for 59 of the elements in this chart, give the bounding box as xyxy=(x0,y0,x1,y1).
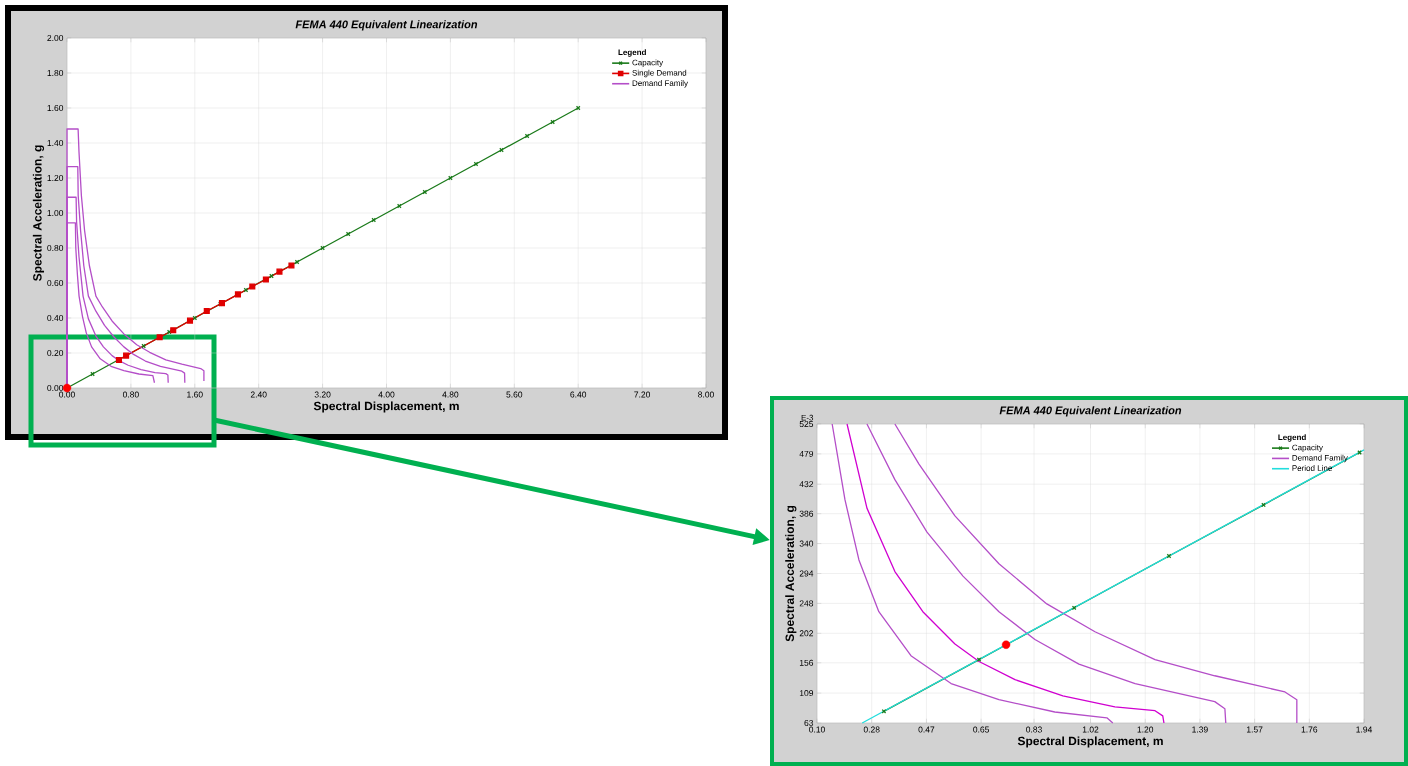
x-tick-label: 1.39 xyxy=(1192,726,1208,733)
x-tick-label: 1.57 xyxy=(1246,726,1263,733)
y-tick-label: 432 xyxy=(799,481,814,488)
x-tick-label: 0.10 xyxy=(809,726,825,733)
x-tick-label: 0.28 xyxy=(863,726,880,733)
y-tick-label: 63 xyxy=(804,720,814,726)
x-tick-label: 3.20 xyxy=(314,391,331,398)
x-tick-label: 4.00 xyxy=(378,391,395,398)
text: E-3 xyxy=(801,414,814,421)
y-tick-label: 1.00 xyxy=(47,209,64,216)
x-tick-label: 1.20 xyxy=(1137,726,1154,733)
x-tick-label: 8.00 xyxy=(698,391,714,398)
y-tick-label: 202 xyxy=(799,630,814,637)
y-tick-label: 294 xyxy=(799,570,814,577)
x-tick-label: 0.65 xyxy=(973,726,990,733)
legend-label: Demand Family xyxy=(1292,454,1348,463)
y-tick-label: 156 xyxy=(799,659,814,666)
x-axis-title: Spectral Displacement, m xyxy=(313,401,459,413)
x-tick-label: 0.47 xyxy=(918,726,935,733)
x-tick-label: 0.83 xyxy=(1026,726,1042,733)
x-tick-label: 6.40 xyxy=(570,391,587,398)
y-tick-label: 0.40 xyxy=(47,314,64,321)
y-tick-label: 1.80 xyxy=(47,69,64,76)
y-tick-label: 2.00 xyxy=(47,34,64,41)
x-tick-label: 0.00 xyxy=(59,391,75,398)
y-axis-title: Spectral Acceleration, g xyxy=(785,505,797,642)
legend-title: Legend xyxy=(1278,434,1306,442)
x-tick-label: 1.02 xyxy=(1082,726,1099,733)
legend-label: Demand Family xyxy=(632,80,688,88)
x-tick-label: 1.60 xyxy=(187,391,203,398)
x-tick-label: 0.80 xyxy=(122,391,139,398)
y-tick-label: 1.40 xyxy=(47,139,64,146)
y-tick-label: 386 xyxy=(799,510,814,517)
x-tick-label: 7.20 xyxy=(634,391,651,398)
chart-title: FEMA 440 Equivalent Linearization xyxy=(999,406,1182,417)
y-tick-label: 479 xyxy=(799,450,814,457)
y-tick-label: 1.60 xyxy=(47,104,64,111)
y-tick-label: 340 xyxy=(799,540,814,547)
legend-label: Period Line xyxy=(1292,465,1332,471)
y-tick-label: 0.80 xyxy=(47,244,64,251)
y-tick-label: 525 xyxy=(799,420,814,427)
x-tick-label: 4.80 xyxy=(442,391,459,398)
x-axis-title: Spectral Displacement, m xyxy=(1017,736,1163,748)
x-tick-label: 1.94 xyxy=(1356,726,1373,733)
x-tick-label: 2.40 xyxy=(250,391,267,398)
chart-title: FEMA 440 Equivalent Linearization xyxy=(295,20,478,31)
x-tick-label: 1.76 xyxy=(1301,726,1318,733)
legend-label: Capacity xyxy=(632,59,664,67)
legend-label: Capacity xyxy=(1292,444,1323,452)
y-tick-label: 0.00 xyxy=(47,384,64,391)
x-tick-label: 5.60 xyxy=(506,391,523,398)
y-tick-label: 1.20 xyxy=(47,174,64,181)
legend-title: Legend xyxy=(618,49,646,57)
y-axis-title: Spectral Acceleration, g xyxy=(32,145,45,282)
legend-label: Single Demand xyxy=(632,69,687,78)
y-tick-label: 0.60 xyxy=(47,279,64,286)
y-tick-label: 248 xyxy=(799,600,814,607)
y-tick-label: 109 xyxy=(799,690,814,697)
y-tick-label: 0.20 xyxy=(47,349,64,356)
